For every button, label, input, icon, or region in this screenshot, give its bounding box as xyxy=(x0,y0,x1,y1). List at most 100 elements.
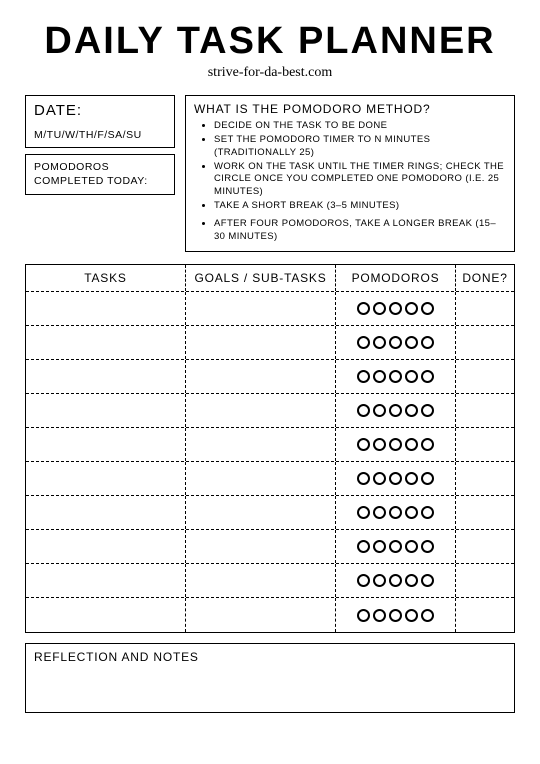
done-cell[interactable] xyxy=(456,598,514,632)
pomodoro-cell xyxy=(336,598,456,632)
pomodoro-circle[interactable] xyxy=(389,540,402,553)
task-cell[interactable] xyxy=(26,428,186,461)
pomodoro-circle[interactable] xyxy=(373,472,386,485)
done-cell[interactable] xyxy=(456,360,514,393)
pomodoro-circle[interactable] xyxy=(357,574,370,587)
info-item: Take a short break (3–5 minutes) xyxy=(214,200,506,212)
pomodoro-cell xyxy=(336,326,456,359)
done-cell[interactable] xyxy=(456,564,514,597)
done-cell[interactable] xyxy=(456,292,514,325)
pomodoro-circle[interactable] xyxy=(405,370,418,383)
task-cell[interactable] xyxy=(26,326,186,359)
done-cell[interactable] xyxy=(456,326,514,359)
task-cell[interactable] xyxy=(26,360,186,393)
pomodoro-circle[interactable] xyxy=(405,540,418,553)
pomodoro-circle[interactable] xyxy=(373,370,386,383)
task-cell[interactable] xyxy=(26,292,186,325)
left-column: DATE: M/TU/W/TH/F/SA/SU POMODOROS COMPLE… xyxy=(25,95,175,252)
done-cell[interactable] xyxy=(456,462,514,495)
goals-cell[interactable] xyxy=(186,530,336,563)
goals-cell[interactable] xyxy=(186,292,336,325)
pomodoro-circle[interactable] xyxy=(373,609,386,622)
pomodoro-circle[interactable] xyxy=(389,336,402,349)
goals-cell[interactable] xyxy=(186,496,336,529)
pomodoro-circle[interactable] xyxy=(405,506,418,519)
pomodoro-circle[interactable] xyxy=(389,506,402,519)
table-body xyxy=(26,292,514,632)
pomodoro-circle[interactable] xyxy=(373,336,386,349)
pomodoro-circle[interactable] xyxy=(421,574,434,587)
goals-cell[interactable] xyxy=(186,428,336,461)
pomodoro-circle[interactable] xyxy=(405,404,418,417)
task-cell[interactable] xyxy=(26,462,186,495)
pomodoro-circle[interactable] xyxy=(405,472,418,485)
date-box: DATE: M/TU/W/TH/F/SA/SU xyxy=(25,95,175,148)
pomodoro-circle[interactable] xyxy=(389,609,402,622)
page-title: DAILY TASK PLANNER xyxy=(25,20,515,63)
pomodoro-circle[interactable] xyxy=(357,472,370,485)
pomodoro-circle[interactable] xyxy=(405,336,418,349)
pomodoro-circle[interactable] xyxy=(421,609,434,622)
pomodoro-circle[interactable] xyxy=(357,404,370,417)
pomodoro-circle[interactable] xyxy=(357,370,370,383)
task-cell[interactable] xyxy=(26,496,186,529)
table-row xyxy=(26,496,514,530)
pomodoro-circle[interactable] xyxy=(373,574,386,587)
pomodoro-circle[interactable] xyxy=(421,404,434,417)
pomodoro-circle[interactable] xyxy=(421,370,434,383)
pomodoro-circle[interactable] xyxy=(405,438,418,451)
table-row xyxy=(26,564,514,598)
goals-cell[interactable] xyxy=(186,462,336,495)
pomodoro-circle[interactable] xyxy=(373,438,386,451)
goals-cell[interactable] xyxy=(186,564,336,597)
goals-cell[interactable] xyxy=(186,598,336,632)
pomodoro-circle[interactable] xyxy=(389,472,402,485)
pomodoro-cell xyxy=(336,394,456,427)
pomodoro-circle[interactable] xyxy=(421,540,434,553)
pomodoro-circle[interactable] xyxy=(421,438,434,451)
pomodoro-circle[interactable] xyxy=(389,302,402,315)
task-cell[interactable] xyxy=(26,530,186,563)
pomodoro-circle[interactable] xyxy=(357,336,370,349)
done-cell[interactable] xyxy=(456,496,514,529)
pomodoro-circle[interactable] xyxy=(421,506,434,519)
pomodoro-circle[interactable] xyxy=(373,540,386,553)
weekday-selector[interactable]: M/TU/W/TH/F/SA/SU xyxy=(34,129,166,141)
pomodoro-circle[interactable] xyxy=(389,404,402,417)
task-cell[interactable] xyxy=(26,564,186,597)
done-cell[interactable] xyxy=(456,428,514,461)
info-item: Decide on the task to be done xyxy=(214,120,506,132)
pomodoro-circle[interactable] xyxy=(389,574,402,587)
pomodoro-circle[interactable] xyxy=(405,609,418,622)
goals-cell[interactable] xyxy=(186,394,336,427)
pomodoro-cell xyxy=(336,530,456,563)
pomodoro-cell xyxy=(336,428,456,461)
header-done: DONE? xyxy=(456,265,514,291)
pomodoro-circle[interactable] xyxy=(421,472,434,485)
pomodoro-circle[interactable] xyxy=(357,506,370,519)
pomodoro-circle[interactable] xyxy=(357,540,370,553)
pomodoro-circle[interactable] xyxy=(357,609,370,622)
goals-cell[interactable] xyxy=(186,326,336,359)
pomodoro-circle[interactable] xyxy=(373,506,386,519)
pomodoro-circle[interactable] xyxy=(421,302,434,315)
pomodoro-circle[interactable] xyxy=(373,302,386,315)
table-row xyxy=(26,360,514,394)
pomodoros-completed-label: POMODOROS COMPLETED TODAY: xyxy=(34,161,166,188)
pomodoro-circle[interactable] xyxy=(389,370,402,383)
task-cell[interactable] xyxy=(26,394,186,427)
done-cell[interactable] xyxy=(456,394,514,427)
pomodoro-circle[interactable] xyxy=(405,302,418,315)
pomodoro-circle[interactable] xyxy=(373,404,386,417)
task-cell[interactable] xyxy=(26,598,186,632)
table-header: TASKS GOALS / SUB-TASKS POMODOROS DONE? xyxy=(26,265,514,292)
pomodoro-circle[interactable] xyxy=(389,438,402,451)
pomodoro-circle[interactable] xyxy=(405,574,418,587)
goals-cell[interactable] xyxy=(186,360,336,393)
notes-box[interactable]: REFLECTION AND NOTES xyxy=(25,643,515,713)
pomodoro-circle[interactable] xyxy=(421,336,434,349)
pomodoro-circle[interactable] xyxy=(357,302,370,315)
pomodoro-circle[interactable] xyxy=(357,438,370,451)
task-table: TASKS GOALS / SUB-TASKS POMODOROS DONE? xyxy=(25,264,515,633)
done-cell[interactable] xyxy=(456,530,514,563)
